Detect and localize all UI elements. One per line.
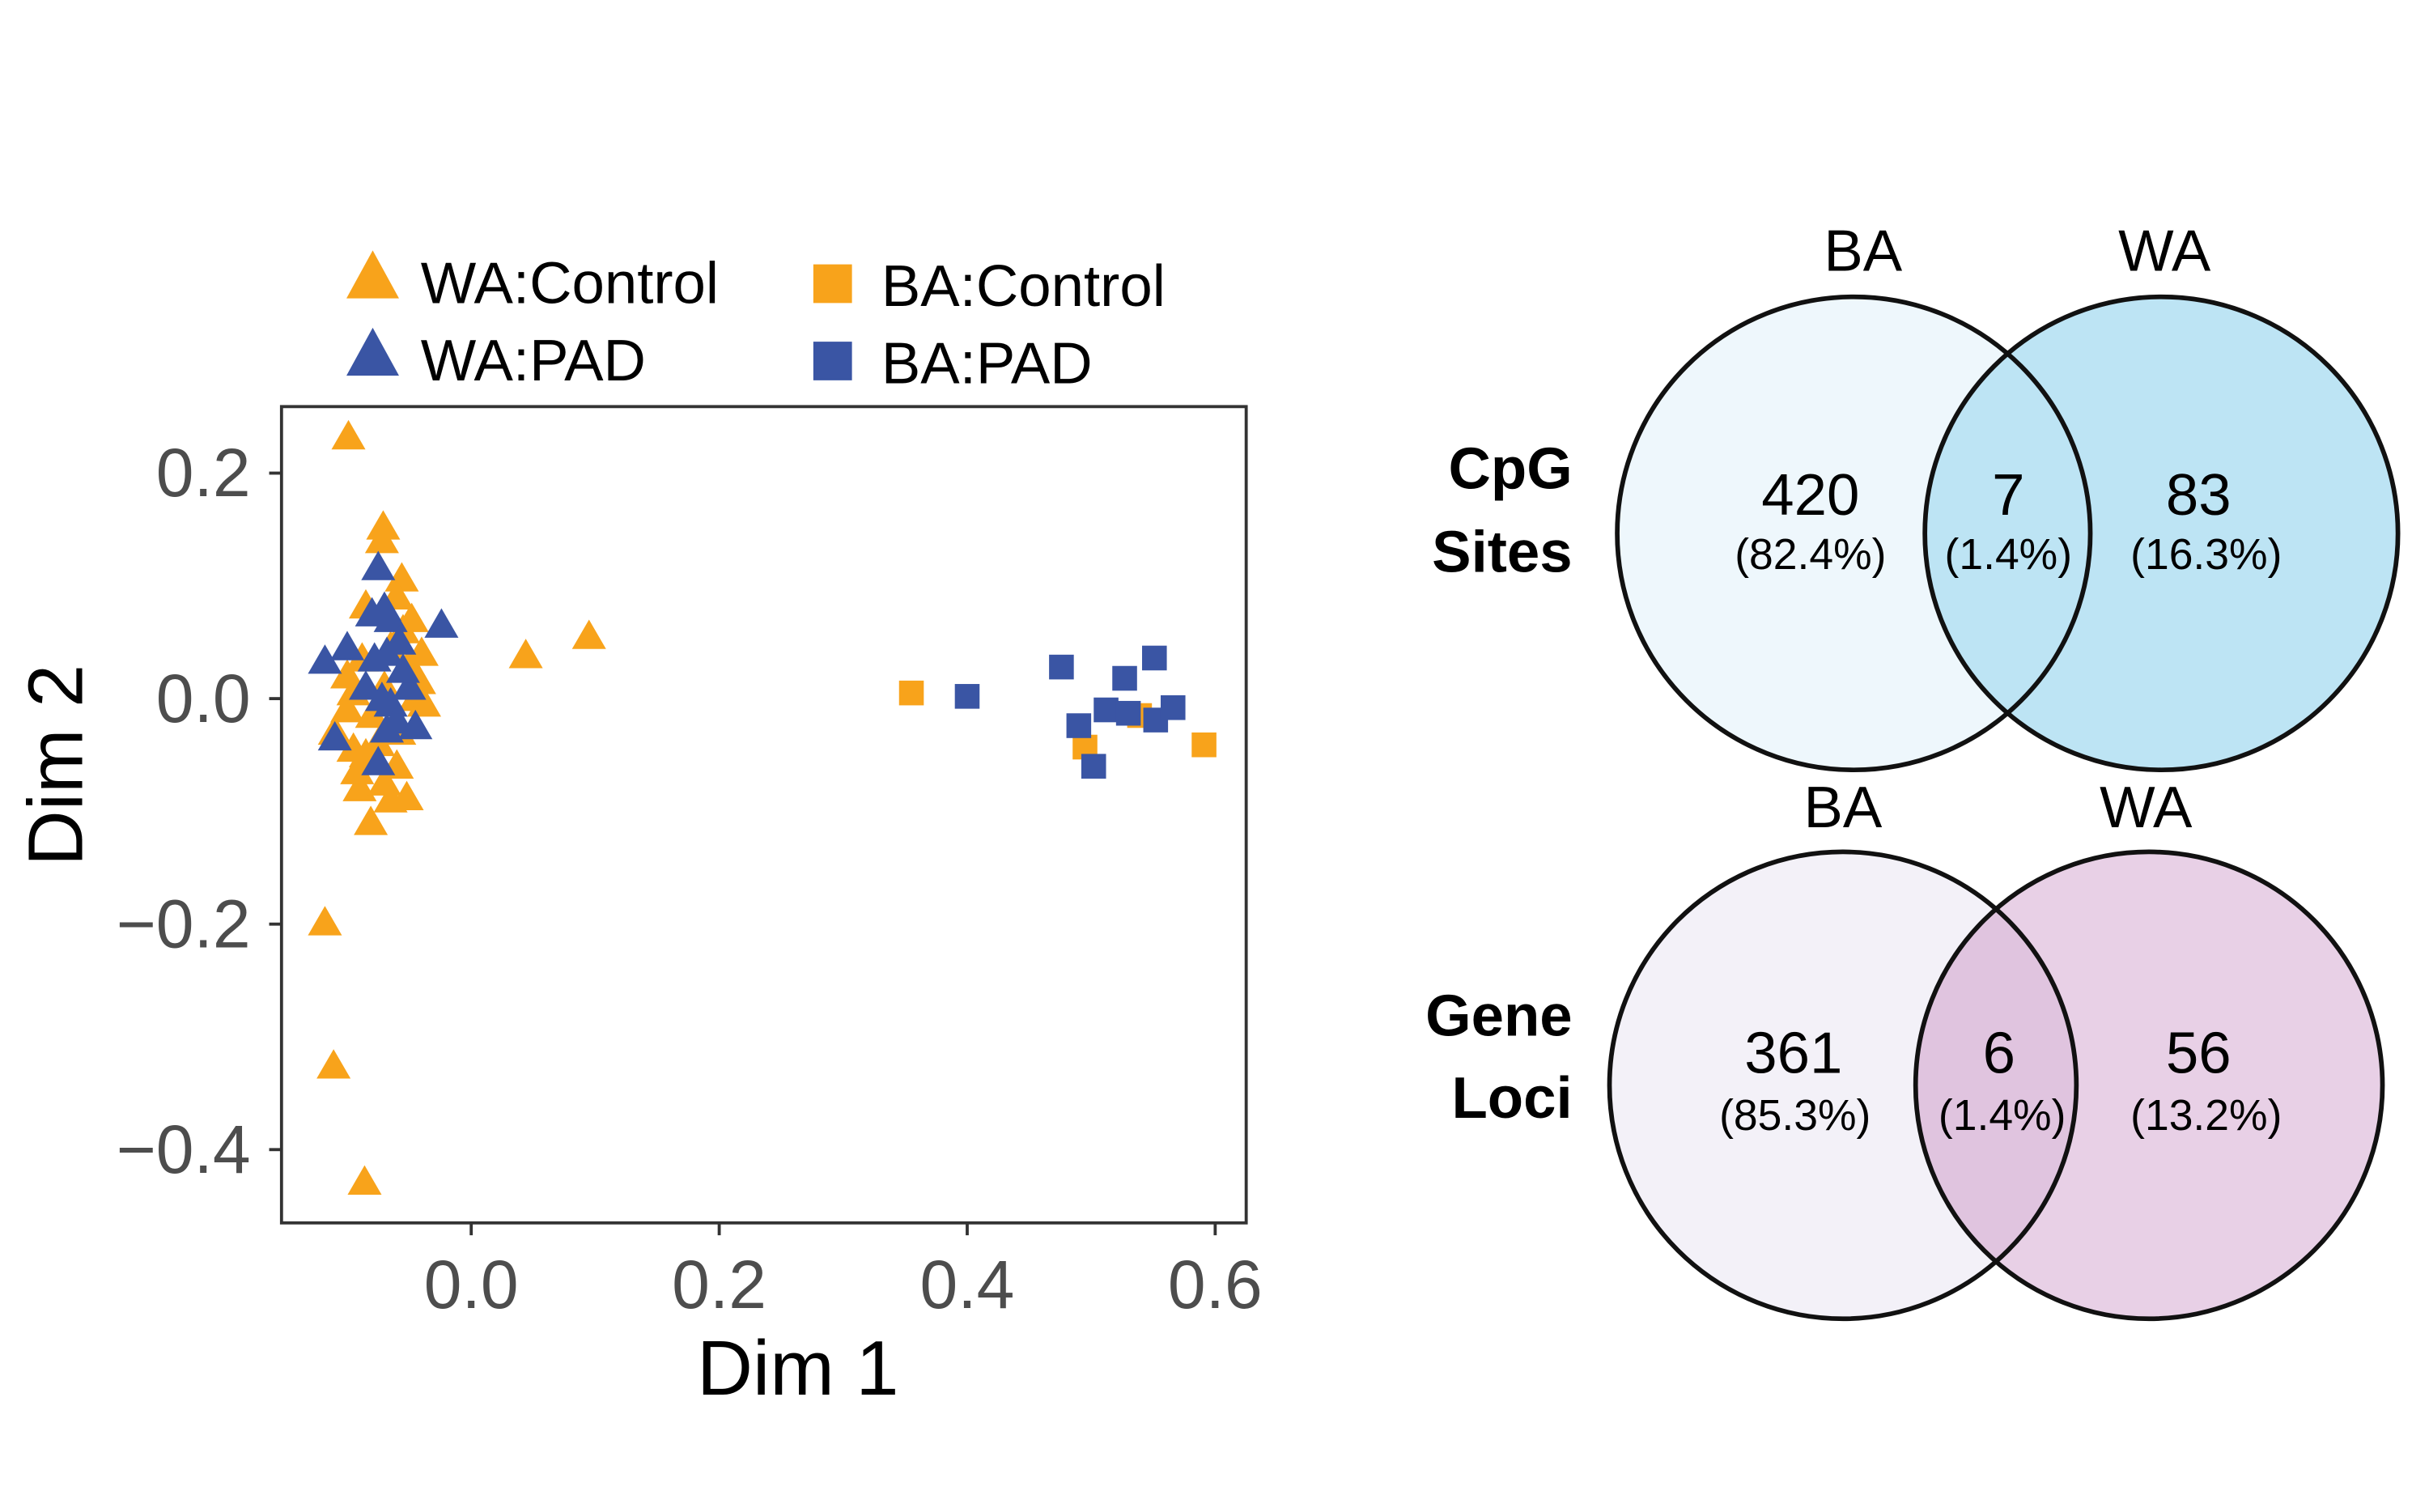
y-tick-label: 0.2 [156,435,251,511]
point-wa-control [342,771,377,801]
point-wa-control [336,732,371,762]
point-ba-pad [1112,665,1137,691]
venn-cpg-sites: CpG Sites BA WA 420 (82.4%) 7 (1.4%) 83 … [1432,218,2401,773]
legend-marker-ba-pad [813,342,852,380]
legend: WA:Control WA:PAD BA:Control BA:PAD [346,250,1166,397]
plot-frame [279,405,1248,1225]
point-ba-pad [1081,754,1106,779]
legend-label-ba-control: BA:Control [881,253,1166,319]
point-ba-pad [1115,700,1141,726]
set-label-ba: BA [1824,218,1902,283]
venn-outline-wa [1922,294,2401,773]
region-count-wa: 83 [2166,462,2232,528]
point-ba-pad [1049,654,1074,680]
point-wa-control [316,1049,351,1079]
venn-overlap [1915,852,2077,1319]
point-wa-control [329,693,365,723]
point-wa-pad [424,608,459,638]
legend-label-wa-pad: WA:PAD [421,328,646,393]
point-ba-pad [1066,713,1092,738]
region-pct-wa: (16.3%) [2130,531,2282,579]
point-wa-pad [348,670,383,700]
point-wa-control [384,562,419,592]
row-label-line1: CpG [1448,436,1572,502]
legend-marker-wa-control [346,250,399,299]
venn-gene-loci: Gene Loci BA WA 361 (85.3%) 6 (1.4%) 56 … [1425,775,2385,1322]
point-wa-pad [370,713,405,743]
scatter-plot: 0.0 0.2 0.4 0.6 0.2 0.0 −0.2 −0.4 Dim 1 Dim 2 [13,405,1263,1412]
point-wa-pad [398,709,433,740]
legend-label-wa-control: WA:Control [421,250,719,316]
point-wa-pad [357,642,392,672]
region-pct-ba: (82.4%) [1735,531,1886,579]
venn-circle-wa [1925,296,2398,771]
point-wa-control [347,1165,382,1195]
x-tick-label: 0.2 [672,1247,766,1323]
legend-marker-ba-control [813,264,852,304]
set-label-wa: WA [2118,218,2211,283]
point-wa-control [404,636,439,666]
point-wa-pad [385,653,420,683]
point-ba-pad [1142,645,1167,671]
point-wa-pad [373,602,408,632]
set-label-wa: WA [2100,775,2193,840]
point-wa-control [331,419,366,450]
row-label-line2: Loci [1451,1065,1572,1131]
point-wa-pad [361,550,396,580]
y-tick-label: −0.4 [117,1111,251,1187]
y-tick-label: −0.2 [117,886,251,962]
point-ba-pad [1160,694,1186,720]
point-wa-control [364,524,399,554]
row-label-line1: Gene [1425,983,1573,1049]
point-wa-control [340,754,375,784]
legend-label-ba-pad: BA:PAD [881,331,1093,397]
point-ba-control [1191,732,1217,758]
x-tick-label: 0.4 [920,1247,1015,1323]
region-pct-overlap: (1.4%) [1945,531,2072,579]
point-wa-pad [308,644,342,674]
region-count-overlap: 7 [1992,462,2024,528]
point-ba-control [898,680,924,706]
region-count-wa: 56 [2166,1021,2232,1086]
row-label-line2: Sites [1432,520,1572,585]
point-wa-control [508,639,543,669]
point-wa-control [355,698,389,728]
set-label-ba: BA [1804,775,1883,840]
point-wa-control [366,510,401,540]
point-wa-pad [361,745,396,775]
point-wa-control [571,619,606,649]
x-tick-label: 0.6 [1168,1247,1263,1323]
point-wa-control [406,687,441,717]
x-axis-label: Dim 1 [697,1326,898,1412]
region-pct-overlap: (1.4%) [1939,1092,2066,1140]
point-wa-pad [329,631,365,660]
venn-outline-wa [1913,849,2385,1322]
point-wa-control [308,906,342,936]
y-tick-label: 0.0 [156,660,251,737]
region-count-ba: 420 [1761,462,1859,528]
region-pct-ba: (85.3%) [1719,1092,1871,1140]
legend-marker-wa-pad [346,327,399,376]
venn-outline-ba [1607,849,2079,1322]
region-count-overlap: 6 [1983,1021,2015,1086]
region-count-ba: 361 [1744,1021,1842,1086]
point-ba-pad [954,684,980,709]
y-axis: 0.2 0.0 −0.2 −0.4 [117,435,282,1187]
point-wa-pad [317,720,352,751]
region-pct-wa: (13.2%) [2130,1092,2282,1140]
point-wa-control [373,783,408,813]
point-wa-pad [392,670,427,700]
points-layer [308,419,1217,1195]
venn-outline-ba [1615,294,2093,773]
y-axis-label: Dim 2 [13,665,99,866]
point-ba-pad [1093,697,1119,723]
x-axis: 0.0 0.2 0.4 0.6 [424,1222,1263,1323]
x-tick-label: 0.0 [424,1247,519,1323]
point-wa-control [354,805,389,835]
